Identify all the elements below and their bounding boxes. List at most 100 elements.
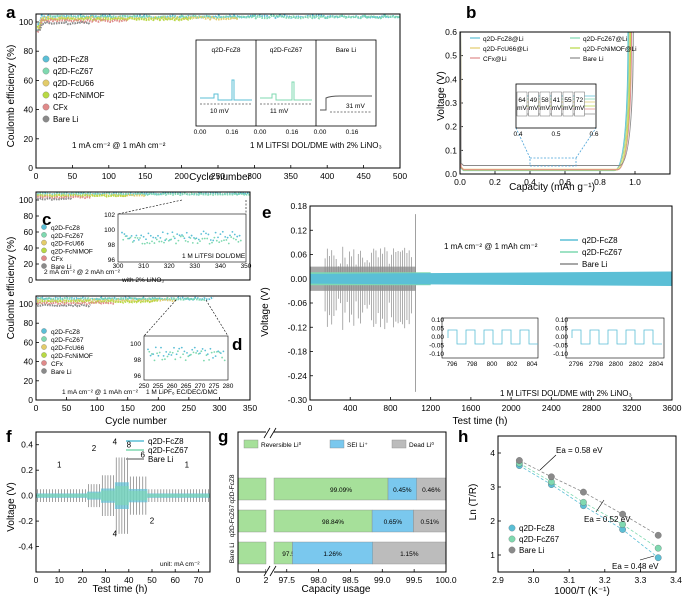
c-inset-dot-fcz67-17 (163, 241, 165, 244)
d-series-0 (36, 296, 214, 301)
h-point-2-1 (548, 473, 555, 481)
e-xlabel: Test time (h) (452, 416, 507, 427)
g-category-1: q2D-FcZ67 (229, 504, 236, 537)
h-point-1-2 (580, 498, 587, 506)
c-inset-dot-fcz67-12 (151, 240, 153, 243)
g-xtick-2: 97.5 (278, 575, 295, 585)
g-xtick-1: 2 (264, 575, 269, 585)
b-ytick-1: 0.1 (445, 145, 457, 155)
d-inset-xtick-6: 280 (223, 383, 234, 390)
d-legend-marker-1 (41, 336, 47, 342)
d-inset-dot-fcz67-21 (203, 359, 205, 362)
c-inset-dot-fcz67-16 (160, 240, 163, 243)
d-inset-dot-fcz8-25 (212, 356, 214, 359)
d-zoom-line-right (205, 299, 229, 337)
c-inset-dot-fcz67-47 (235, 238, 237, 241)
c-inset-dot-fcz8-34 (202, 230, 205, 233)
a-ytick-4: 80 (24, 46, 34, 56)
a-xtick-3: 150 (138, 171, 152, 181)
a-ytick-0: 0 (28, 163, 33, 173)
panel-a: a Coulomb efficiency (%) Cycle number 0 2… (6, 3, 407, 183)
c-inset-dots (121, 230, 242, 245)
c-series-5 (37, 197, 73, 201)
b-inset-unit-5: mV (575, 105, 585, 112)
b-inset-value-0: 64 (518, 97, 526, 104)
c-inset-dot-fcz67-3 (129, 236, 132, 239)
c-inset-dot-fcz67-42 (223, 239, 225, 242)
g-xtick-0: 0 (236, 575, 241, 585)
c-inset-dot-fcz8-38 (212, 239, 215, 242)
b-inset-value-4: 55 (564, 97, 572, 104)
panel-b: b Voltage (V) Capacity (mAh g⁻¹) 0.0 0.1 0… (436, 3, 671, 193)
c-inset-dot-fcz67-29 (191, 241, 194, 244)
d-inset-dot-fcz67-29 (223, 359, 226, 362)
d-inset-dot-fcz8-13 (180, 346, 183, 349)
b-inset-value-5: 72 (576, 97, 584, 104)
d-data-series (36, 296, 214, 308)
d-inset-dot-fcz8-0 (147, 348, 149, 351)
c-inset-dot-fcz8-6 (135, 234, 138, 237)
d-series-3 (37, 299, 159, 304)
a-inset-curve-fcz8 (200, 79, 252, 101)
c-inset-dot-fcz67-45 (230, 236, 233, 238)
d-inset-dot-fcz8-24 (209, 347, 212, 350)
b-inset-value-1: 49 (530, 97, 538, 104)
d-inset-dot-fcz8-23 (206, 353, 209, 355)
c-inset-dot-fcz8-27 (185, 231, 188, 234)
e-inset1-xtick-2: 800 (487, 361, 498, 368)
c-inset-xtick-0: 300 (113, 263, 124, 270)
c-inset-dot-fcz8-25 (181, 234, 183, 236)
e-inset2-curve-fcz8 (571, 329, 662, 345)
b-legend-label-3: q2D-FcNiMOF@Li (583, 46, 637, 53)
a-legend-label-5: Bare Li (53, 115, 79, 124)
b-xtick-1: 0.2 (489, 177, 501, 187)
h-point-1-4 (654, 544, 662, 552)
c-inset-dot-fcz67-13 (153, 242, 156, 244)
d-inset-dot-fcz8-7 (165, 350, 168, 353)
g-data-series: 99.09%0.45%0.46%98.84%0.65%0.51%97.59%1.… (237, 477, 447, 565)
d-inset-dot-fcz8-29 (222, 350, 225, 353)
c-inset-xtick-1: 310 (138, 263, 149, 270)
c-zoom-line-left (117, 199, 183, 215)
b-ytick-0: 0.0 (445, 169, 457, 179)
h-ea-label-1: Ea = 0.58 eV (556, 446, 603, 455)
c-inset-dot-fcz8-45 (229, 234, 231, 237)
e-inset2-xtick-1: 2798 (589, 361, 604, 368)
c-inset-dot-fcz8-43 (224, 236, 227, 238)
f-xticks: 0 10 20 30 40 50 60 70 (34, 569, 203, 585)
d-legend-marker-5 (41, 368, 47, 374)
c-ytick-1: 20 (24, 259, 34, 269)
b-inset-box-0 (516, 91, 528, 117)
a-inset-op-fcz8: 10 mV (210, 108, 229, 115)
c-inset-dot-fcz67-6 (136, 237, 139, 239)
d-inset-dot-fcz67-0 (148, 350, 151, 353)
d-series-5 (36, 303, 92, 308)
a-inset-label-fcz8: q2D-FcZ8 (212, 47, 241, 54)
d-inset-ticks: 250 255 260 265 270 275 280 96 98 100 (130, 341, 234, 390)
g-legend-swatch-1 (329, 439, 345, 449)
a-inset-curve-fcz67 (260, 81, 312, 101)
h-point-2-2 (580, 488, 587, 496)
g-bar-label-0-0: 99.09% (330, 487, 352, 494)
g-bar-2-reversible-left (237, 541, 267, 565)
a-series-1 (36, 14, 401, 32)
c-inset-ytick-1: 98 (108, 242, 116, 249)
c-inset-dot-fcz67-32 (199, 240, 201, 243)
f-series-fcz67-step-1 (87, 492, 101, 499)
c-inset-dot-fcz67-7 (139, 237, 141, 239)
c-inset-dot-fcz67-46 (232, 237, 235, 240)
g-bar-0-reversible-left (237, 477, 267, 501)
e-ytick-4: -0.06 (288, 298, 308, 308)
d-inset-dot-fcz67-15 (187, 355, 190, 358)
f-xlabel: Test time (h) (92, 584, 147, 595)
c-inset-dot-fcz8-47 (233, 233, 236, 236)
a-annotation-left: 1 mA cm⁻² @ 1 mAh cm⁻² (72, 141, 166, 150)
e-inset1-xtick-4: 804 (527, 361, 538, 368)
f-xtick-5: 50 (147, 575, 157, 585)
h-point-2-3 (619, 510, 626, 518)
b-xtick-5: 1.0 (629, 177, 641, 187)
e-ytick-8: 0.18 (290, 201, 307, 211)
h-ea-arrow-1 (539, 454, 557, 471)
g-category-0: q2D-FcZ8 (229, 474, 236, 503)
